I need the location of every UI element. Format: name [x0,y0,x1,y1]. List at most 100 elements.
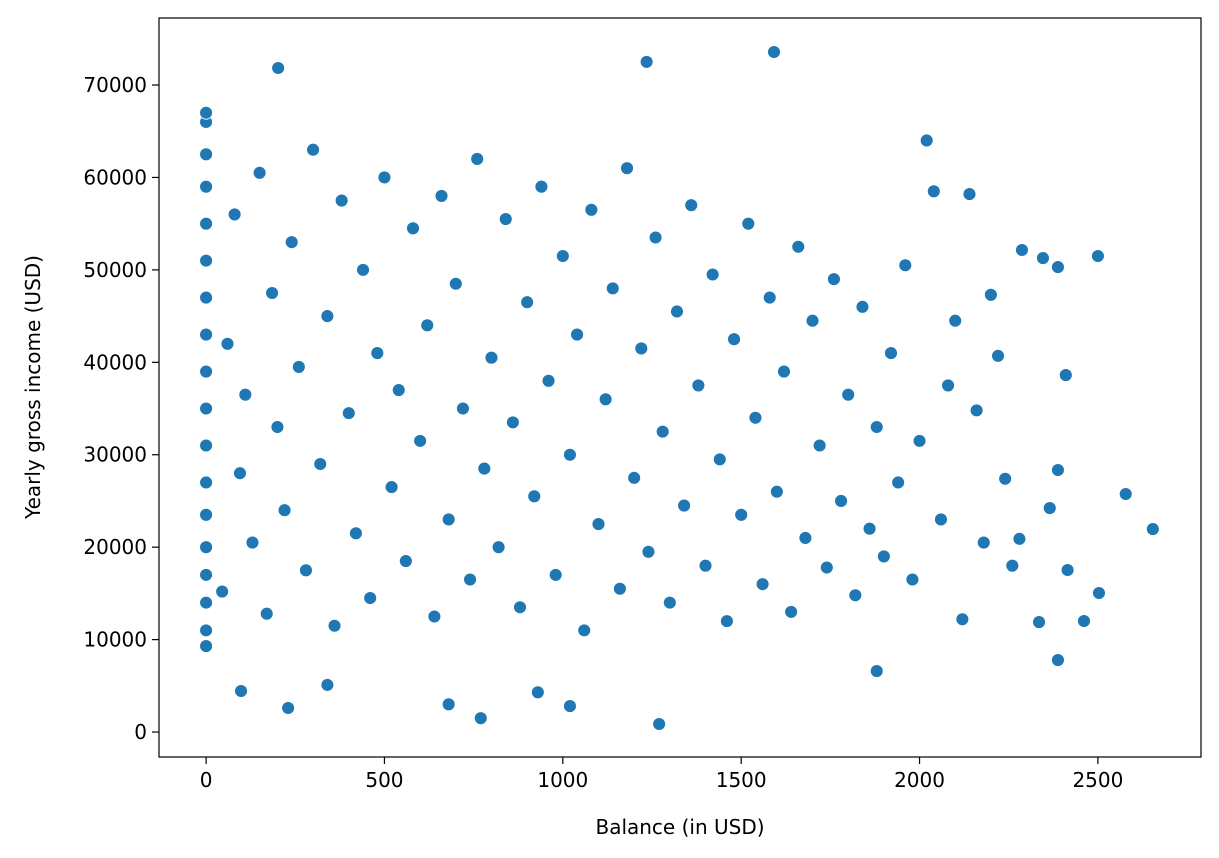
point [876,549,891,564]
point [769,484,784,499]
point [755,577,770,592]
point [767,45,781,59]
y-tick-label: 10000 [83,628,147,652]
point [705,267,720,282]
point [413,433,428,448]
point [299,563,313,578]
point [933,512,948,527]
point [662,595,677,610]
point [639,54,654,69]
point [762,290,777,305]
point [634,341,649,356]
point [748,410,763,425]
point [199,595,214,610]
point [1005,558,1020,573]
y-tick-label: 0 [134,720,147,744]
point [199,401,214,416]
point [926,184,941,199]
point [898,258,913,273]
point [284,235,299,250]
plot-frame [158,17,1202,758]
point [513,600,527,615]
point [199,639,214,654]
point [1051,463,1065,477]
point [655,424,670,439]
point [684,198,699,213]
point [998,471,1013,486]
point [1014,243,1029,257]
point [919,133,934,148]
point [259,606,274,621]
point [884,346,898,361]
x-tick-label: 1000 [537,768,588,792]
point [791,239,806,254]
point [199,147,214,162]
point [598,392,613,407]
point [199,475,214,490]
x-tick-label: 2000 [894,768,945,792]
point [234,684,248,698]
point [477,461,492,476]
point [199,253,214,268]
point [320,677,335,692]
y-tick-label: 50000 [83,258,147,282]
point [199,507,214,522]
point [199,290,214,305]
point [245,535,260,550]
point [270,420,285,434]
point [505,415,520,430]
point [955,612,970,627]
point [356,262,370,277]
point [441,697,456,712]
point [233,466,247,481]
y-axis-label: Yearly gross income (USD) [21,255,45,520]
point [812,438,827,453]
x-tick-label: 500 [365,768,403,792]
point [976,535,991,550]
point [327,618,342,633]
y-tick-label: 70000 [83,73,147,97]
point [470,152,485,166]
point [427,609,442,624]
point [570,327,585,342]
point [719,614,734,629]
point [420,318,435,333]
point [473,711,488,726]
point [199,105,214,120]
point [784,604,799,619]
point [363,591,378,605]
point [199,179,214,194]
point [277,503,292,518]
point [862,521,877,536]
point [620,161,634,176]
x-tick-label: 2500 [1072,768,1123,792]
point [491,540,506,555]
point [983,287,998,302]
point [691,378,706,393]
point [869,420,884,434]
point [905,572,920,587]
point [227,207,242,222]
point [463,572,478,587]
point [448,276,463,291]
point [1036,251,1050,265]
point [434,188,449,203]
point [891,475,906,490]
point [334,193,349,208]
point [384,480,399,495]
point [534,179,549,194]
point [648,230,663,245]
point [215,584,230,599]
point [562,447,577,462]
point [398,554,413,568]
point [577,623,592,638]
point [991,348,1005,363]
point [441,512,456,527]
point [520,295,535,310]
point [834,494,849,508]
point [1077,614,1091,628]
point [941,378,956,393]
point [1118,487,1133,501]
point [391,383,406,397]
point [734,507,749,522]
